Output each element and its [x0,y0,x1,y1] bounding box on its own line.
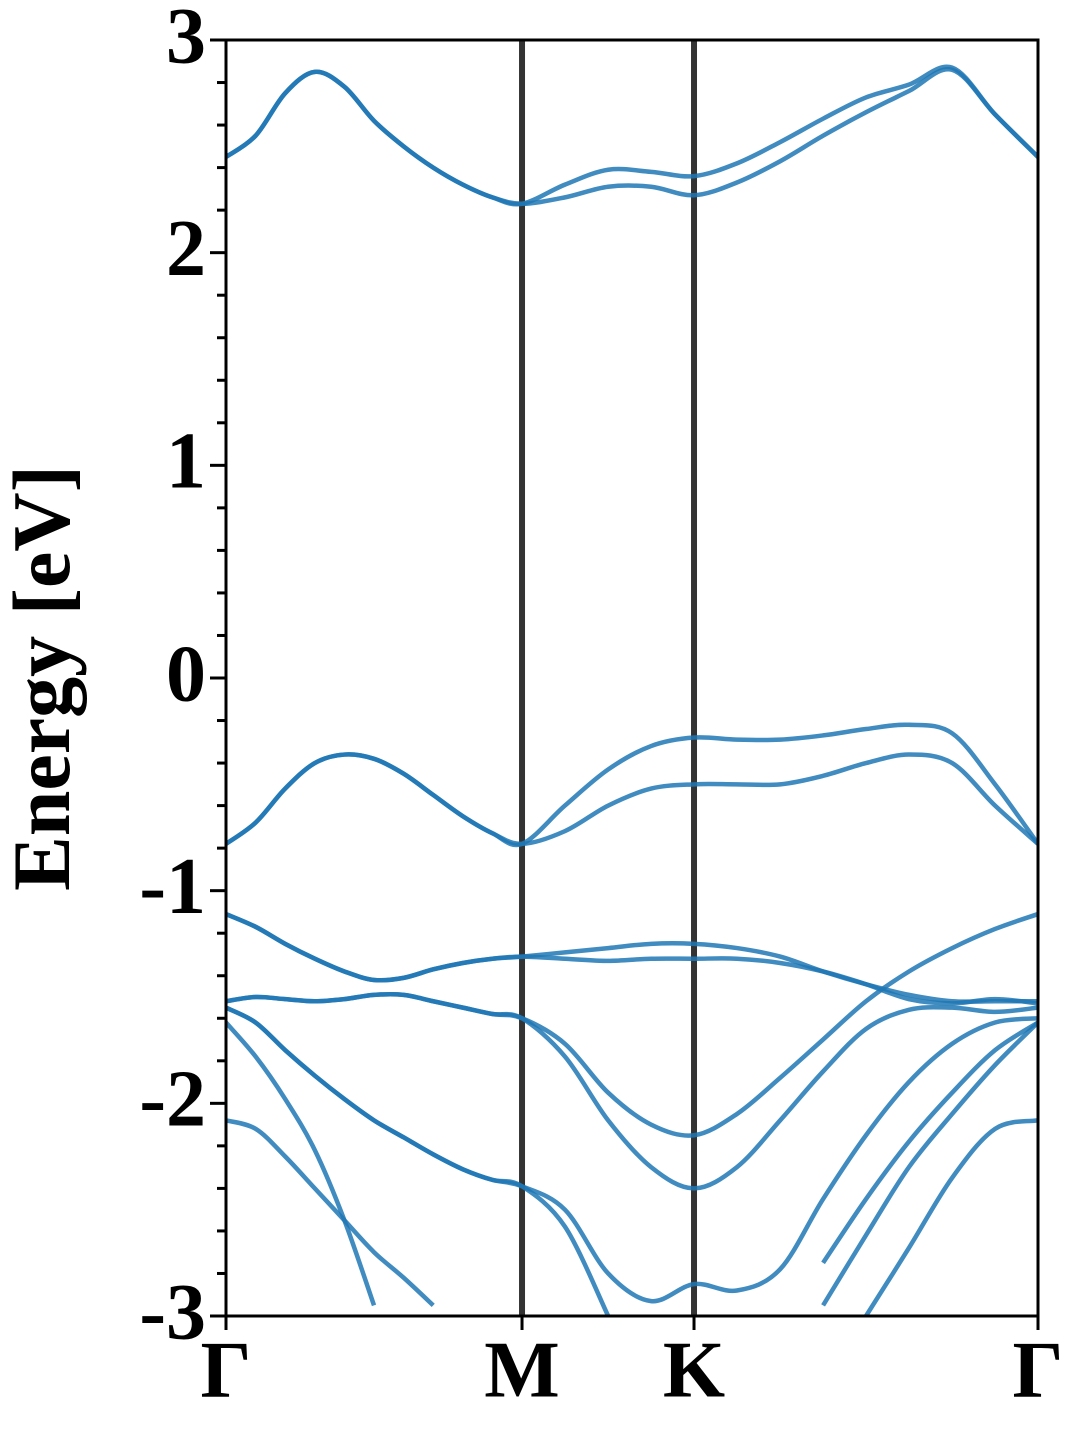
y-tick-label: -1 [139,843,206,931]
band-line [226,991,1038,1191]
y-axis-label: Energy [eV] [0,465,87,891]
y-tick-label: -2 [139,1056,206,1144]
band-line [226,752,1038,847]
band-line [226,1005,1038,1316]
x-tick-label: Γ [201,1326,252,1414]
band-line [226,1020,1038,1307]
band-line [226,1118,1038,1316]
x-tick-label: M [484,1326,560,1414]
y-tick-label: 0 [166,630,206,718]
x-tick-label: Γ [1013,1326,1064,1414]
y-tick-label: 2 [166,205,206,293]
band-line [226,722,1038,848]
band-line [226,911,1038,1006]
band-line [226,64,1038,207]
bands [226,64,1038,1316]
x-tick-label: K [663,1326,725,1414]
y-tick-label: 3 [166,0,206,80]
plot-frame [224,38,1040,1318]
y-tick-label: -3 [139,1268,206,1356]
y-tick-label: 1 [166,418,206,506]
